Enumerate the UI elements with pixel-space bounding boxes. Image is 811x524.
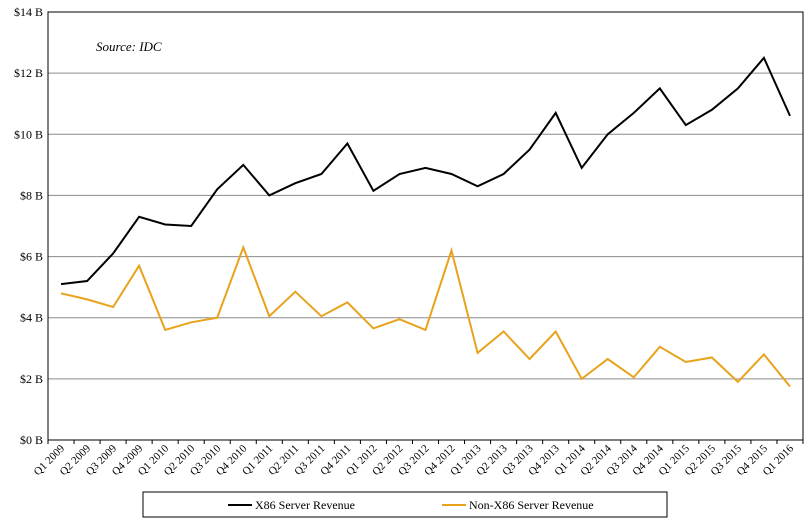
legend-label-non-x86: Non-X86 Server Revenue: [469, 498, 594, 512]
plot-border: [47, 11, 804, 441]
y-tick-label: $8 B: [20, 188, 43, 202]
y-tick-label: $6 B: [20, 250, 43, 264]
plot-area: [47, 11, 804, 444]
y-tick-label: $12 B: [14, 66, 43, 80]
series-line-non-x86: [60, 244, 791, 388]
y-axis-tick-labels: $0 B $2 B $4 B $6 B $8 B $10 B $12 B $14 B: [14, 5, 43, 447]
series-line-x86: [60, 56, 791, 286]
gridlines: [48, 72, 803, 380]
legend-label-x86: X86 Server Revenue: [255, 498, 355, 512]
y-tick-label: $10 B: [14, 127, 43, 141]
legend: X86 Server Revenue Non-X86 Server Revenu…: [142, 491, 668, 518]
data-series: [60, 56, 791, 388]
y-tick-label: $0 B: [20, 433, 43, 447]
y-tick-label: $4 B: [20, 311, 43, 325]
y-tick-label: $14 B: [14, 5, 43, 19]
y-tick-label: $2 B: [20, 372, 43, 386]
source-annotation: Source: IDC: [96, 39, 162, 54]
